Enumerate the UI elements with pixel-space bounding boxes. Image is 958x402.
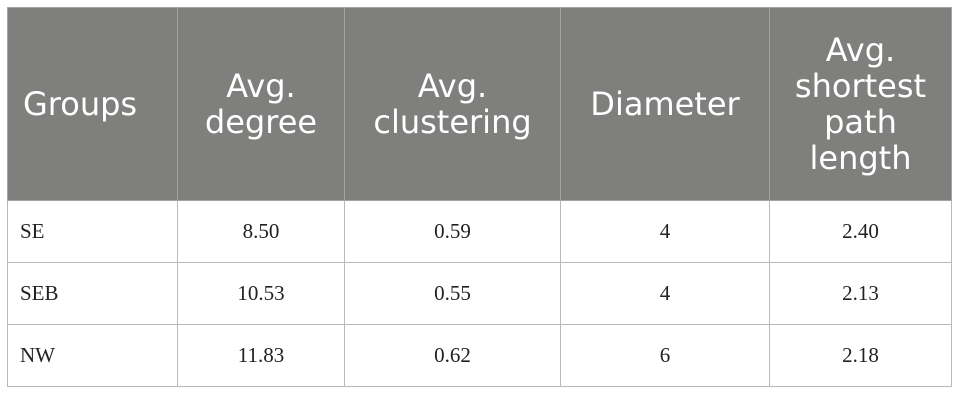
cell-avg-clustering: 0.59 xyxy=(344,200,561,263)
cell-diameter: 4 xyxy=(560,200,770,263)
cell-group: SE xyxy=(7,200,178,263)
network-metrics-table: Groups Avg. degree Avg. clustering Diame… xyxy=(7,7,952,387)
table-header: Groups Avg. degree Avg. clustering Diame… xyxy=(7,7,952,201)
header-avg-degree: Avg. degree xyxy=(177,7,345,201)
table-body: SE 8.50 0.59 4 2.40 SEB 10.53 0.55 4 2.1… xyxy=(7,200,952,387)
table-row: NW 11.83 0.62 6 2.18 xyxy=(7,324,952,387)
header-row: Groups Avg. degree Avg. clustering Diame… xyxy=(7,7,952,201)
header-avg-clustering: Avg. clustering xyxy=(344,7,561,201)
cell-diameter: 6 xyxy=(560,324,770,387)
cell-avg-shortest-path-length: 2.40 xyxy=(769,200,952,263)
header-avg-degree-label: Avg. degree xyxy=(204,67,318,141)
table-row: SE 8.50 0.59 4 2.40 xyxy=(7,200,952,263)
cell-avg-clustering: 0.62 xyxy=(344,324,561,387)
cell-avg-shortest-path-length: 2.13 xyxy=(769,262,952,325)
header-groups: Groups xyxy=(7,7,178,201)
header-avg-shortest-path-length: Avg. shortest path length xyxy=(769,7,952,201)
cell-diameter: 4 xyxy=(560,262,770,325)
cell-avg-degree: 8.50 xyxy=(177,200,345,263)
cell-avg-degree: 11.83 xyxy=(177,324,345,387)
cell-group: SEB xyxy=(7,262,178,325)
table-row: SEB 10.53 0.55 4 2.13 xyxy=(7,262,952,325)
header-diameter-label: Diameter xyxy=(590,85,740,123)
cell-avg-shortest-path-length: 2.18 xyxy=(769,324,952,387)
header-diameter: Diameter xyxy=(560,7,770,201)
cell-avg-degree: 10.53 xyxy=(177,262,345,325)
cell-group: NW xyxy=(7,324,178,387)
cell-avg-clustering: 0.55 xyxy=(344,262,561,325)
header-avg-shortest-path-length-label: Avg. shortest path length xyxy=(794,31,927,177)
header-groups-label: Groups xyxy=(23,85,138,123)
header-avg-clustering-label: Avg. clustering xyxy=(373,67,532,141)
